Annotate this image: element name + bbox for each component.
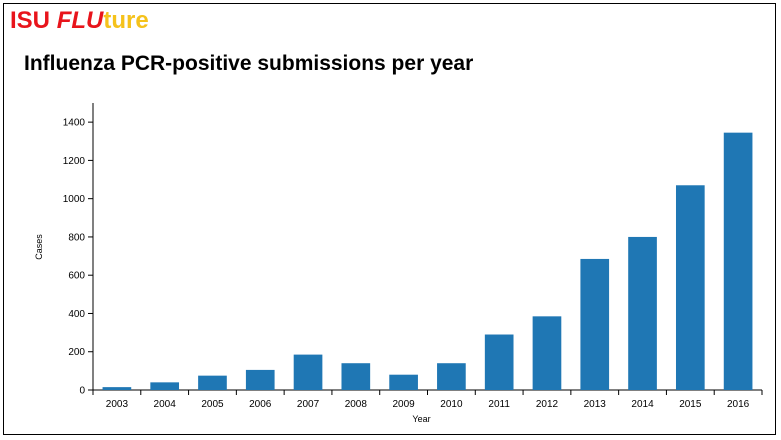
bar-2012	[532, 316, 562, 390]
y-tick-label: 1000	[63, 194, 86, 205]
y-axis: 0 200 400 600 800 1000 1200 1400	[63, 103, 94, 397]
x-tick-label: 2015	[679, 399, 702, 410]
x-tick-label: 2009	[392, 399, 415, 410]
bar-2007	[293, 354, 323, 390]
bar-2009	[389, 374, 418, 390]
y-axis-title: Cases	[34, 234, 44, 260]
x-tick-label: 2007	[297, 399, 320, 410]
x-tick-label: 2003	[106, 399, 129, 410]
bar-2004	[150, 382, 180, 390]
logo-ture: ture	[103, 7, 149, 34]
x-tick-label: 2013	[584, 399, 607, 410]
x-axis-title: Year	[412, 414, 430, 424]
y-tick-label: 600	[68, 271, 85, 282]
bar-2005	[198, 375, 227, 390]
x-tick-label: 2016	[727, 399, 750, 410]
logo-flu: FLU	[56, 7, 104, 34]
x-tick-label: 2006	[249, 399, 272, 410]
x-tick-label: 2014	[631, 399, 654, 410]
bars-group	[102, 132, 753, 390]
bar-2014	[628, 236, 657, 390]
x-axis: 2003 2004 2005 2006 2007 2008 2009 2010 2011 2012…	[92, 389, 763, 410]
bar-2011	[484, 334, 514, 390]
x-tick-label: 2010	[440, 399, 463, 410]
x-tick-label: 2005	[201, 399, 224, 410]
x-tick-label: 2004	[154, 399, 177, 410]
bar-2010	[437, 363, 466, 390]
y-tick-label: 400	[68, 309, 85, 320]
bar-2003	[102, 387, 132, 390]
y-tick-label: 1400	[63, 118, 86, 129]
y-tick-label: 1200	[63, 156, 86, 167]
logo-isu: ISU	[10, 7, 57, 34]
logo: ISU FLUture	[10, 6, 149, 36]
x-tick-label: 2011	[488, 399, 510, 410]
y-tick-label: 800	[68, 232, 85, 243]
x-tick-label: 2012	[536, 399, 559, 410]
chart-title: Influenza PCR-positive submissions per y…	[24, 52, 474, 75]
bar-2016	[723, 132, 753, 390]
bar-2013	[580, 258, 610, 390]
y-tick-label: 200	[68, 347, 85, 358]
x-tick-label: 2008	[345, 399, 368, 410]
bar-2008	[341, 363, 371, 390]
y-tick-label: 0	[79, 386, 85, 397]
bar-2006	[245, 369, 275, 390]
bar-2015	[675, 185, 705, 390]
